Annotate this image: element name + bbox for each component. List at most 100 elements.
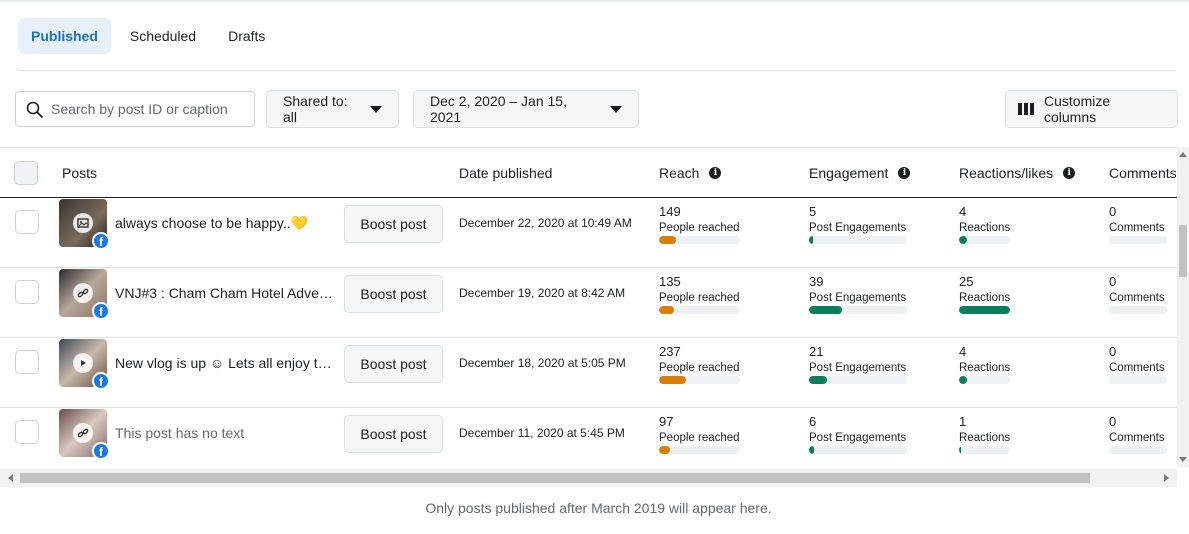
engagement-cell: 6 Post Engagements [809,414,907,454]
reach-cell: 149 People reached [659,204,740,244]
reach-bar [659,306,740,314]
date-published: December 19, 2020 at 8:42 AM [459,286,626,300]
engagement-cell: 39 Post Engagements [809,274,907,314]
boost-post-button[interactable]: Boost post [344,275,443,313]
table-row[interactable]: f always choose to be happy..💛 Boost pos… [0,198,1177,268]
scroll-thumb[interactable] [1179,225,1187,277]
customize-columns-label: Customize columns [1044,93,1111,125]
columns-icon [1018,103,1034,115]
shared-to-dropdown[interactable]: Shared to: all [266,90,399,128]
reactions-bar [959,236,1010,244]
tab-scheduled[interactable]: Scheduled [129,28,197,44]
engagement-bar [809,376,907,384]
date-published: December 18, 2020 at 5:05 PM [459,356,626,370]
boost-post-button[interactable]: Boost post [344,345,443,383]
reach-bar-fill [659,236,676,244]
reach-value: 97 [659,414,674,429]
info-icon[interactable]: i [1063,167,1076,179]
engagement-label: Post Engagements [809,222,907,234]
info-icon[interactable]: i [709,167,722,179]
reactions-cell: 1 Reactions [959,414,1010,454]
date-range-label: Dec 2, 2020 – Jan 15, 2021 [430,93,567,125]
search-input[interactable] [51,101,251,117]
post-caption[interactable]: always choose to be happy..💛 [115,215,309,231]
engagement-bar-fill [809,376,827,384]
comments-bar [1109,376,1167,384]
boost-post-button[interactable]: Boost post [344,415,443,453]
facebook-icon: f [92,302,110,320]
reach-label: People reached [659,292,740,304]
engagement-value: 21 [809,344,824,359]
engagement-value: 6 [809,414,817,429]
customize-columns-button[interactable]: Customize columns [1005,90,1178,128]
engagement-bar-fill [809,236,813,244]
engagement-bar [809,306,907,314]
reactions-bar-fill [959,446,962,454]
table-row[interactable]: f New vlog is up ☺ Lets all enjoy to wat… [0,338,1177,408]
reactions-bar [959,306,1010,314]
boost-post-button[interactable]: Boost post [344,205,443,243]
row-checkbox[interactable] [15,210,39,234]
column-comments[interactable]: Comments [1109,165,1177,181]
scroll-right-icon[interactable] [1164,474,1169,482]
reactions-value: 1 [959,414,967,429]
reach-bar-fill [659,306,675,314]
engagement-value: 5 [809,204,817,219]
post-caption[interactable]: New vlog is up ☺ Lets all enjoy to watch [115,355,337,371]
reach-value: 149 [659,204,681,219]
row-checkbox[interactable] [15,350,39,374]
column-date-published[interactable]: Date published [459,165,553,181]
posts-table: Posts Date published Reach i Engagement … [0,147,1177,467]
column-posts[interactable]: Posts [62,165,98,181]
select-all-checkbox[interactable] [14,161,38,185]
info-icon[interactable]: i [898,167,911,179]
horizontal-scrollbar[interactable] [0,469,1177,487]
row-checkbox[interactable] [15,420,39,444]
post-caption[interactable]: VNJ#3 : Cham Cham Hotel Adventure [115,285,337,301]
reach-bar [659,236,740,244]
comments-label: Comments [1109,432,1165,444]
comments-bar [1109,236,1167,244]
engagement-label: Post Engagements [809,432,907,444]
reactions-bar-fill [959,376,968,384]
comments-bar [1109,446,1167,454]
engagement-bar-fill [809,446,814,454]
engagement-bar [809,446,907,454]
video-icon [73,353,93,373]
footer-note: Only posts published after March 2019 wi… [425,500,772,516]
search-box[interactable] [15,91,255,127]
shared-to-label: Shared to: all [283,93,348,125]
reach-cell: 135 People reached [659,274,740,314]
table-row[interactable]: f VNJ#3 : Cham Cham Hotel Adventure Boos… [0,268,1177,338]
column-reactions[interactable]: Reactions/likes i [959,165,1076,181]
comments-cell: 0 Comments [1109,414,1167,454]
row-checkbox[interactable] [15,280,39,304]
scroll-up-icon[interactable] [1179,152,1187,157]
scroll-thumb[interactable] [20,473,1090,483]
scroll-down-icon[interactable] [1179,457,1187,462]
reach-bar [659,376,740,384]
tab-published[interactable]: Published [18,18,111,54]
reactions-bar-fill [959,306,1010,314]
reactions-bar-fill [959,236,968,244]
table-row[interactable]: f This post has no text Boost post Decem… [0,408,1177,467]
engagement-bar [809,236,907,244]
facebook-icon: f [92,442,110,460]
date-range-dropdown[interactable]: Dec 2, 2020 – Jan 15, 2021 [413,90,639,128]
table-header: Posts Date published Reach i Engagement … [0,148,1177,198]
scroll-left-icon[interactable] [8,474,13,482]
tab-drafts[interactable]: Drafts [228,28,266,44]
reach-cell: 237 People reached [659,344,740,384]
vertical-scrollbar[interactable] [1177,147,1189,467]
date-published: December 11, 2020 at 5:45 PM [459,426,625,440]
post-caption[interactable]: This post has no text [115,425,245,441]
photo-icon [73,213,93,233]
reactions-cell: 4 Reactions [959,204,1010,244]
comments-cell: 0 Comments [1109,344,1167,384]
column-engagement[interactable]: Engagement i [809,165,911,181]
column-reach[interactable]: Reach i [659,165,722,181]
comments-value: 0 [1109,204,1117,219]
reach-label: People reached [659,222,740,234]
reactions-bar [959,376,1010,384]
reach-label: People reached [659,362,740,374]
